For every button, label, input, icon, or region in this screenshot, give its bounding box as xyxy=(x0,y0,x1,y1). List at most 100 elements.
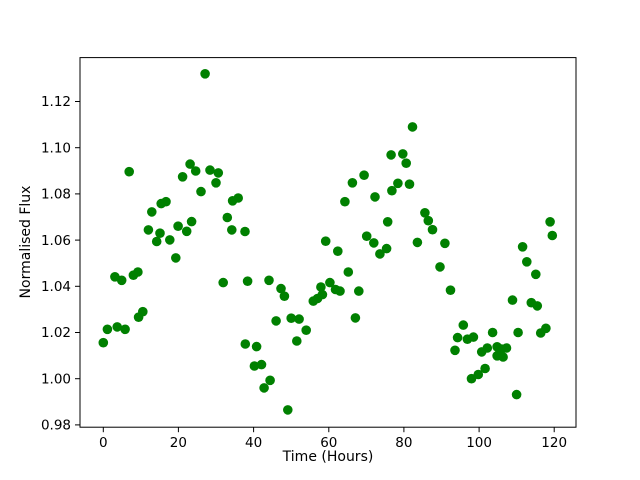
data-point xyxy=(541,323,551,334)
data-point xyxy=(205,165,215,175)
x-tick-label: 20 xyxy=(170,435,187,451)
data-point xyxy=(532,301,543,311)
data-point xyxy=(316,282,326,292)
data-point xyxy=(407,122,418,132)
data-point xyxy=(138,306,148,317)
data-point xyxy=(487,327,498,338)
data-point xyxy=(361,231,372,241)
data-point xyxy=(181,226,192,237)
data-point xyxy=(120,324,130,335)
data-point xyxy=(398,149,408,159)
data-point xyxy=(507,295,518,305)
data-point xyxy=(147,207,157,217)
data-point xyxy=(292,336,302,346)
data-point xyxy=(480,363,490,374)
data-point xyxy=(517,242,528,252)
data-point xyxy=(271,316,281,326)
data-point xyxy=(213,168,224,178)
data-point xyxy=(482,343,493,353)
data-point xyxy=(251,341,262,352)
data-point xyxy=(218,277,228,288)
data-point xyxy=(513,327,523,338)
data-point xyxy=(124,166,134,177)
data-point xyxy=(249,361,260,371)
data-point xyxy=(452,332,463,343)
data-point xyxy=(382,217,393,227)
data-point xyxy=(171,253,181,263)
data-point xyxy=(370,192,380,202)
data-point xyxy=(420,208,430,218)
data-point xyxy=(173,221,183,231)
data-point xyxy=(294,314,304,324)
data-point xyxy=(317,289,328,300)
data-point xyxy=(279,291,290,302)
data-point xyxy=(404,179,415,189)
data-point xyxy=(286,313,297,324)
data-point xyxy=(165,235,175,245)
data-point xyxy=(445,285,456,296)
data-point xyxy=(102,324,113,335)
data-point xyxy=(340,196,350,207)
x-tick-label: 80 xyxy=(395,435,412,451)
y-tick-label: 1.06 xyxy=(41,233,71,249)
y-tick-label: 1.04 xyxy=(41,279,71,295)
data-point xyxy=(222,212,233,223)
data-point xyxy=(427,224,438,235)
data-point xyxy=(343,267,354,277)
data-point xyxy=(233,193,243,203)
data-point xyxy=(242,276,253,287)
data-point xyxy=(301,325,312,336)
data-point xyxy=(401,158,412,168)
x-tick-label: 100 xyxy=(466,435,492,451)
x-axis-label: Time (Hours) xyxy=(282,449,374,465)
data-point xyxy=(387,185,397,196)
x-tick-label: 120 xyxy=(541,435,567,451)
data-point xyxy=(283,405,293,415)
data-point xyxy=(276,283,286,294)
data-point xyxy=(473,369,484,380)
data-point xyxy=(511,389,522,400)
data-point xyxy=(190,166,201,176)
data-point xyxy=(375,249,385,259)
data-point xyxy=(151,236,162,247)
data-point xyxy=(359,170,369,180)
data-point xyxy=(468,332,479,342)
data-point xyxy=(155,228,165,238)
y-tick-label: 1.00 xyxy=(41,371,71,387)
data-point xyxy=(185,159,195,169)
data-point xyxy=(333,246,343,256)
data-point xyxy=(227,225,237,235)
data-point xyxy=(547,230,558,241)
data-point xyxy=(335,286,345,296)
y-tick-label: 1.08 xyxy=(41,187,71,203)
data-point xyxy=(265,375,275,386)
data-point xyxy=(498,352,508,362)
data-point xyxy=(381,243,392,254)
data-point xyxy=(458,320,469,330)
data-point xyxy=(450,345,460,356)
data-point xyxy=(143,225,154,235)
y-tick-label: 1.02 xyxy=(41,325,71,341)
data-point xyxy=(256,359,267,370)
data-point xyxy=(320,236,331,246)
data-point xyxy=(369,238,379,248)
data-point xyxy=(531,269,541,280)
data-point xyxy=(350,313,361,323)
data-point xyxy=(435,262,445,272)
data-point xyxy=(393,178,403,189)
data-point xyxy=(211,178,221,188)
data-point xyxy=(264,275,274,286)
data-point xyxy=(98,337,109,348)
data-point xyxy=(177,172,188,182)
x-tick-label: 0 xyxy=(99,435,108,451)
data-point xyxy=(133,267,143,277)
data-point xyxy=(325,277,335,288)
data-point xyxy=(440,238,450,249)
x-tick-label: 40 xyxy=(245,435,262,451)
y-tick-label: 1.12 xyxy=(41,94,71,110)
data-point xyxy=(259,383,269,393)
data-point xyxy=(240,339,251,349)
data-point xyxy=(501,343,512,353)
data-point xyxy=(161,196,171,207)
